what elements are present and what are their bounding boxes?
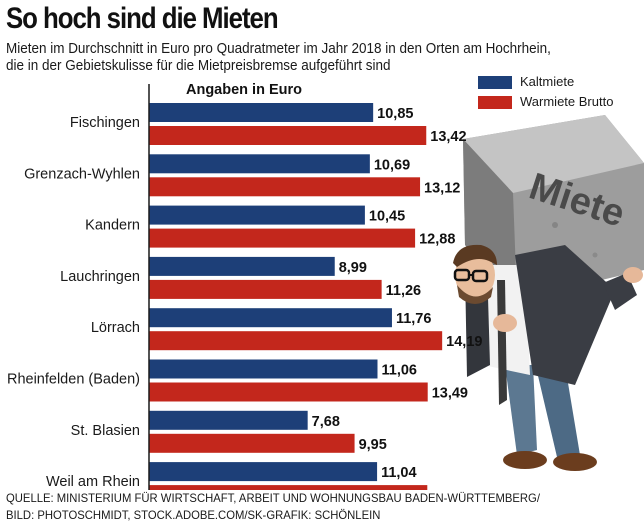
man-hand (493, 314, 517, 332)
bar-warmiete (149, 177, 421, 197)
man-carrying-stone-illustration: Miete (453, 115, 644, 471)
bar-kaltmiete (149, 256, 335, 276)
category-label: Rheinfelden (Baden) (7, 372, 140, 388)
data-label-kaltmiete: 7,68 (312, 414, 340, 430)
legend-swatch-warmiete (478, 96, 512, 109)
man-hair (453, 244, 497, 267)
bar-kaltmiete (149, 103, 374, 122)
data-label-warmiete: 13,42 (430, 129, 466, 145)
data-label-warmiete: 12,88 (419, 232, 455, 248)
bar-kaltmiete (149, 462, 378, 482)
category-label: Fischingen (70, 115, 140, 131)
data-label-kaltmiete: 10,69 (374, 157, 410, 173)
bar-warmiete (149, 485, 428, 490)
data-label-warmiete: 13,12 (424, 180, 460, 196)
source-line-2: BILD: PHOTOSCHMIDT, STOCK.ADOBE.COM/SK-G… (6, 508, 381, 522)
bar-warmiete (149, 228, 416, 248)
category-label: Weil am Rhein (46, 474, 140, 490)
bar-warmiete (149, 382, 428, 402)
bar-kaltmiete (149, 359, 378, 379)
man-shoe-right (553, 453, 597, 471)
category-label: Grenzach-Wyhlen (24, 166, 140, 182)
bar-kaltmiete (149, 308, 392, 328)
data-label-warmiete: 11,26 (386, 283, 422, 299)
man-beard (457, 285, 493, 304)
stone-side-face (463, 139, 517, 300)
data-label-kaltmiete: 11,76 (396, 311, 432, 327)
bar-warmiete (149, 279, 382, 299)
source-line-1: QUELLE: MINISTERIUM FÜR WIRTSCHAFT, ARBE… (6, 491, 540, 505)
chart-subtitle-line-1: Mieten im Durchschnitt in Euro pro Quadr… (6, 41, 551, 57)
data-label-kaltmiete: 11,06 (381, 363, 417, 379)
bar-chart: Fischingen 10,85 13,42 Grenzach-Wyhlen 10,69… (7, 84, 482, 490)
stone-texture (538, 173, 542, 177)
bars: Fischingen 10,85 13,42 Grenzach-Wyhlen 10,69… (7, 103, 482, 490)
data-label-warmiete: 13,49 (432, 386, 468, 402)
man-shoe-left (503, 451, 547, 469)
man-leg-right (535, 363, 580, 457)
man-tie (497, 280, 507, 405)
bar-kaltmiete (149, 154, 370, 174)
legend-label-warmiete: Warmiete Brutto (520, 94, 614, 109)
data-label-warmiete: 9,95 (359, 437, 387, 453)
chart-subtitle-line-2: die in der Gebietskulisse für die Mietpr… (6, 58, 391, 74)
category-label: Kandern (85, 218, 140, 234)
stone-top-face (463, 115, 644, 193)
stone-texture (552, 222, 558, 228)
bar-warmiete (149, 433, 355, 453)
bar-kaltmiete (149, 205, 365, 225)
data-label-kaltmiete: 10,85 (377, 106, 413, 122)
category-label: Lauchringen (60, 269, 140, 285)
data-label-warmiete: 14,19 (446, 334, 482, 350)
bar-kaltmiete (149, 410, 308, 430)
chart-title: So hoch sind die Mieten (6, 2, 279, 35)
data-label-kaltmiete: 10,45 (369, 209, 405, 225)
man-leg-left (505, 365, 537, 455)
legend-label-kaltmiete: Kaltmiete (520, 74, 575, 89)
category-label: Lörrach (91, 320, 140, 336)
legend-swatch-kaltmiete (478, 76, 512, 89)
source-credit: QUELLE: MINISTERIUM FÜR WIRTSCHAFT, ARBE… (6, 490, 540, 524)
unit-label: Angaben in Euro (186, 82, 302, 98)
man-face (455, 251, 495, 299)
bar-warmiete (149, 331, 443, 351)
man-arm-raised (603, 273, 637, 310)
data-label-kaltmiete: 8,99 (339, 260, 367, 276)
stone-texture (592, 252, 598, 258)
data-label-warmiete: 13,47 (431, 488, 467, 490)
man-hand (623, 267, 643, 283)
man-jacket (515, 245, 615, 385)
bar-warmiete (149, 126, 427, 145)
category-label: St. Blasien (71, 423, 140, 439)
data-label-kaltmiete: 11,04 (381, 465, 417, 481)
